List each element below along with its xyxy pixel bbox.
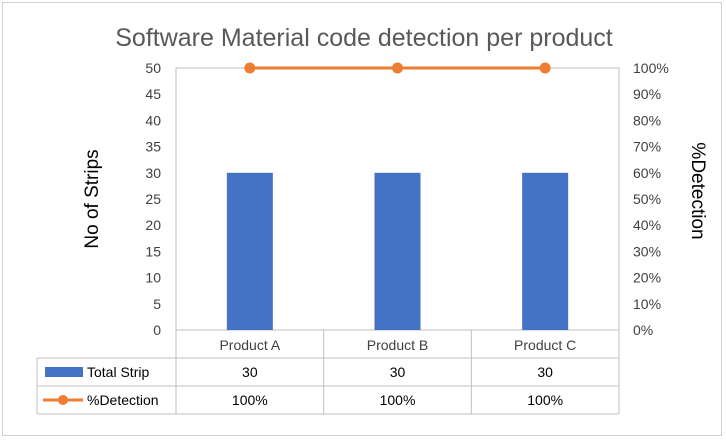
y2-tick-label: 30% [633, 243, 661, 259]
chart-svg: Software Material code detection per pro… [36, 24, 708, 415]
y-tick-label: 5 [153, 296, 161, 312]
bar [226, 172, 273, 330]
y2-tick-label: 80% [633, 112, 661, 128]
table-cell-total-strip: 30 [390, 364, 406, 380]
y2-tick-label: 10% [633, 296, 661, 312]
chart-title: Software Material code detection per pro… [115, 24, 613, 52]
y2-tick-label: 20% [633, 270, 661, 286]
y2-tick-label: 40% [633, 217, 661, 233]
category-label: Product B [367, 337, 428, 353]
line-series [244, 62, 551, 74]
legend-key-detection-marker [58, 395, 68, 405]
table-cell-total-strip: 30 [537, 364, 553, 380]
category-label: Product A [219, 337, 280, 353]
table-cell-detection: 100% [232, 392, 268, 408]
y2-tick-label: 90% [633, 86, 661, 102]
y-tick-label: 40 [145, 112, 161, 128]
y2-tick-label: 60% [633, 165, 661, 181]
bar [522, 172, 569, 330]
y-tick-label: 10 [145, 270, 161, 286]
data-table: Product A Product B Product C Total Strip %D… [36, 330, 620, 415]
y-tick-label: 35 [145, 139, 161, 155]
y2-tick-label: 50% [633, 191, 661, 207]
detection-point [244, 62, 256, 74]
y-tick-label: 0 [153, 322, 161, 338]
legend-key-total-strip [45, 367, 83, 377]
y2-tick-label: 100% [633, 60, 669, 76]
y-tick-label: 25 [145, 191, 161, 207]
bar-series [226, 172, 569, 330]
table-cell-total-strip: 30 [242, 364, 258, 380]
y2-axis-title: %Detection [687, 142, 708, 239]
y-tick-label: 15 [145, 243, 161, 259]
chart-frame: Software Material code detection per pro… [2, 2, 722, 436]
y-tick-label: 20 [145, 217, 161, 233]
table-cell-detection: 100% [380, 392, 416, 408]
y2-tick-label: 0% [633, 322, 653, 338]
bar [374, 172, 421, 330]
y-axis-ticks: 0 5 10 15 20 25 30 35 40 45 50 [145, 60, 161, 338]
table-cell-detection: 100% [527, 392, 563, 408]
legend-label: %Detection [87, 392, 159, 408]
legend-label: Total Strip [87, 364, 149, 380]
y2-axis-ticks: 0% 10% 20% 30% 40% 50% 60% 70% 80% 90% 100% [633, 60, 669, 338]
y-tick-label: 50 [145, 60, 161, 76]
detection-point [539, 62, 551, 74]
y-axis-title: No of Strips [82, 149, 103, 248]
category-label: Product C [514, 337, 576, 353]
y-tick-label: 45 [145, 86, 161, 102]
y2-tick-label: 70% [633, 139, 661, 155]
y-tick-label: 30 [145, 165, 161, 181]
detection-point [392, 62, 403, 74]
